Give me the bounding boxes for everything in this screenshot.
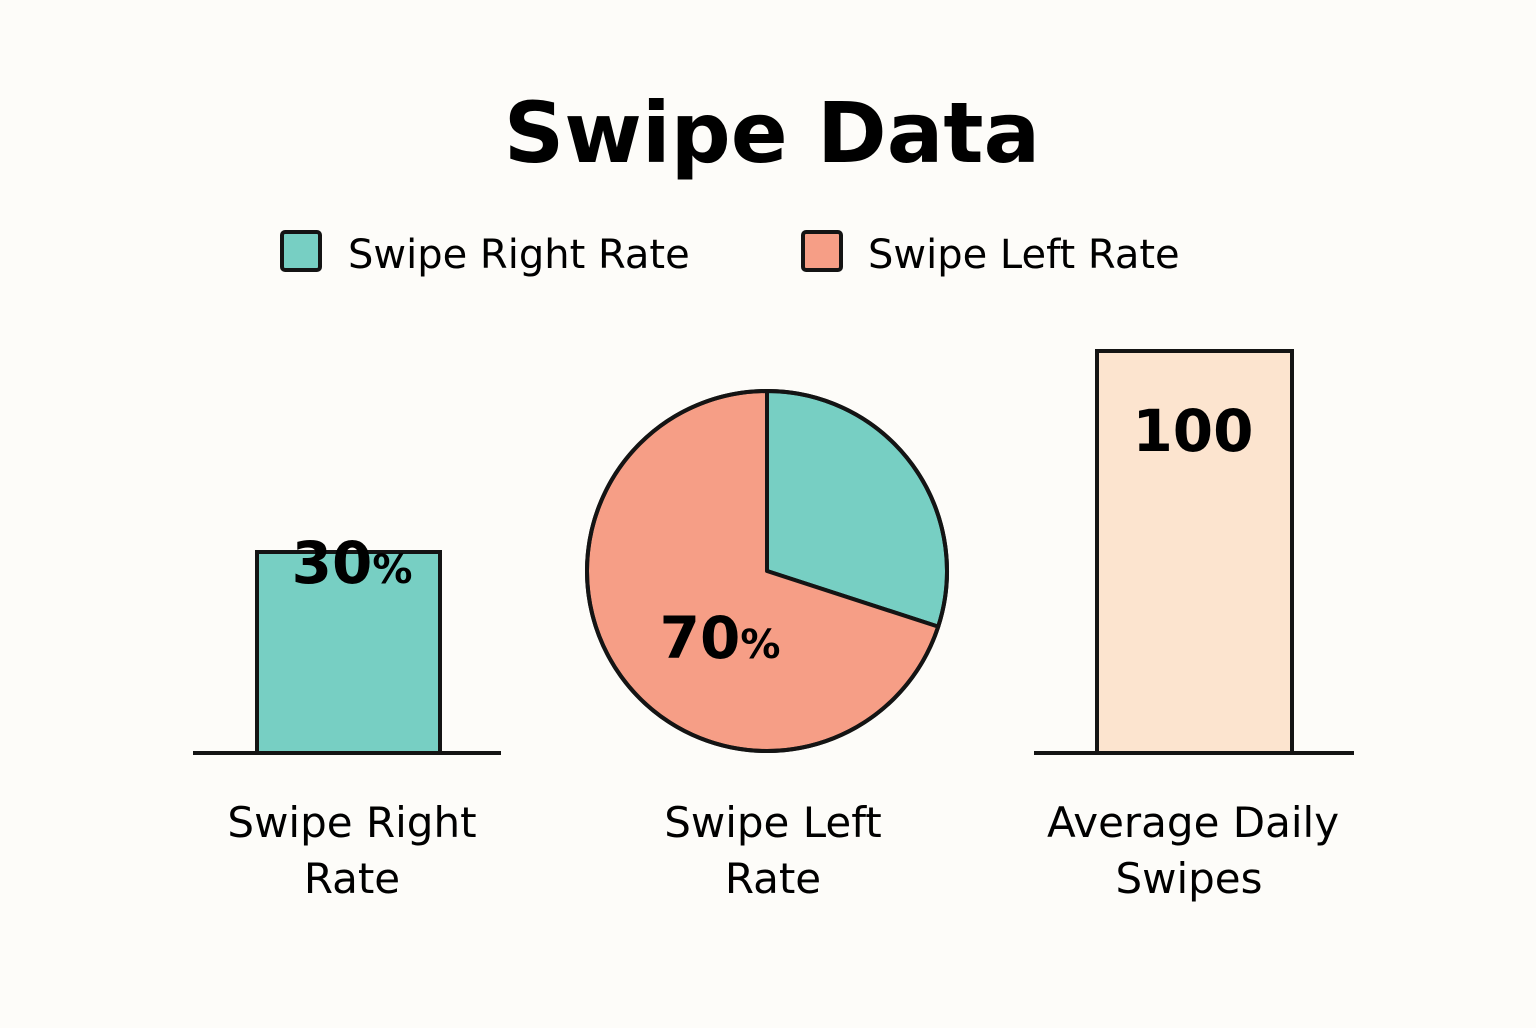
legend-swatch-swipe-left	[801, 230, 843, 272]
category-label-swipe-left-line2: Rate	[725, 854, 821, 903]
legend-label-swipe-right: Swipe Right Rate	[348, 232, 690, 278]
data-label-swipe-right: 30%	[292, 529, 413, 597]
panel-swipe-right: 30% Swipe Right Rate	[193, 529, 501, 903]
category-label-swipe-right-line1: Swipe Right	[227, 798, 476, 847]
pie-outline	[585, 389, 949, 753]
legend: Swipe Right Rate Swipe Left Rate	[280, 230, 1180, 278]
panel-average-daily: 100 Average Daily Swipes	[1034, 349, 1354, 903]
category-label-swipe-left-line1: Swipe Left	[664, 798, 882, 847]
chart-title: Swipe Data	[504, 84, 1040, 182]
data-label-average-daily: 100	[1132, 397, 1253, 465]
category-label-swipe-right-line2: Rate	[304, 854, 400, 903]
data-label-swipe-left: 70%	[660, 604, 781, 672]
bar-swipe-right-rate	[255, 550, 442, 755]
legend-label-swipe-left: Swipe Left Rate	[868, 232, 1180, 278]
category-label-average-daily-line1: Average Daily	[1047, 798, 1339, 847]
panel-swipe-left: 70% Swipe Left Rate	[585, 389, 949, 903]
category-label-average-daily-line2: Swipes	[1115, 854, 1262, 903]
legend-swatch-swipe-right	[280, 230, 322, 272]
